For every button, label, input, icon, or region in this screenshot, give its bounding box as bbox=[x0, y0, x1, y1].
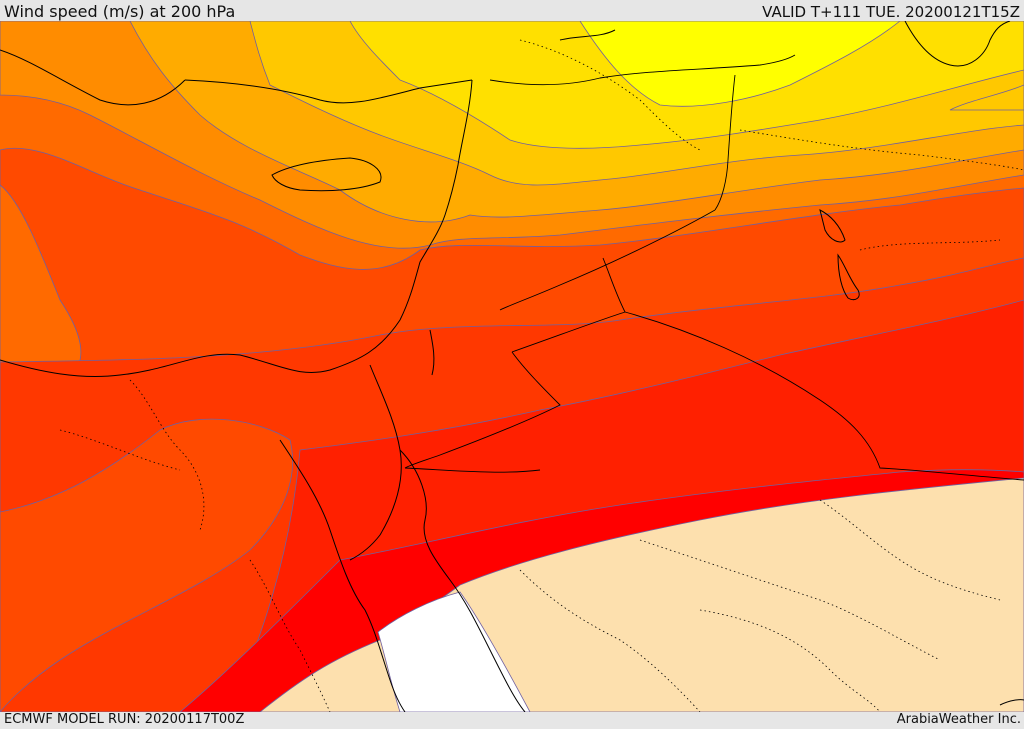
band-25-30-east bbox=[949, 84, 1024, 111]
band-under-30 bbox=[377, 591, 531, 712]
coastlines bbox=[0, 21, 1024, 712]
footer-bar: ECMWF MODEL RUN: 20200117T00Z ArabiaWeat… bbox=[0, 712, 1024, 729]
credit-label: ArabiaWeather Inc. bbox=[896, 712, 1021, 727]
country-borders bbox=[404, 54, 1024, 481]
band-15-20 bbox=[579, 21, 901, 107]
map-title: Wind speed (m/s) at 200 hPa bbox=[4, 2, 236, 21]
band-45-50-south bbox=[0, 418, 293, 712]
header-bar: Wind speed (m/s) at 200 hPa VALID T+111 … bbox=[0, 0, 1024, 21]
model-run: ECMWF MODEL RUN: 20200117T00Z bbox=[4, 712, 245, 727]
valid-time: VALID T+111 TUE. 20200121T15Z bbox=[762, 3, 1020, 21]
province-boundaries bbox=[59, 39, 1024, 712]
wind-speed-map bbox=[0, 21, 1024, 712]
